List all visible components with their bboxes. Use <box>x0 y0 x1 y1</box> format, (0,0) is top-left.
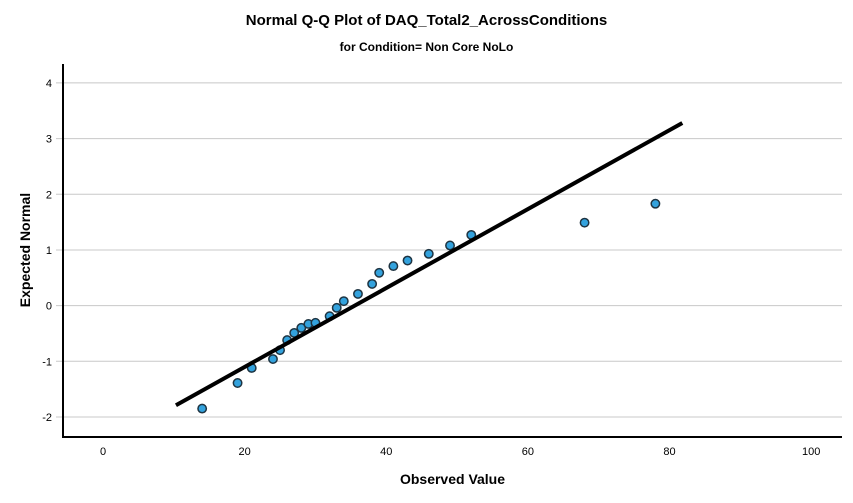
data-point <box>423 248 434 259</box>
data-point <box>650 198 661 209</box>
y-tick-label: 0 <box>46 301 52 313</box>
x-tick-label: 40 <box>380 446 392 458</box>
data-point <box>197 403 208 414</box>
x-tick-label: 80 <box>663 446 675 458</box>
data-point <box>367 278 378 289</box>
data-point <box>338 296 349 307</box>
data-point <box>353 288 363 299</box>
chart-subtitle: for Condition= Non Core NoLo <box>339 40 514 54</box>
x-tick-label: 20 <box>239 446 251 458</box>
y-tick-label: 2 <box>46 189 52 201</box>
y-tick-label: 3 <box>46 134 52 146</box>
data-point <box>268 354 278 365</box>
data-point <box>374 267 385 278</box>
x-tick-label: 100 <box>802 446 820 458</box>
data-point <box>331 302 342 313</box>
data-point <box>232 378 243 388</box>
y-tick-label: -1 <box>42 356 52 368</box>
y-tick-label: 1 <box>46 245 52 257</box>
data-point <box>388 261 399 272</box>
chart-title: Normal Q-Q Plot of DAQ_Total2_AcrossCond… <box>245 12 608 29</box>
y-tick-label: 4 <box>46 78 52 90</box>
x-axis-label: Observed Value <box>399 471 506 487</box>
x-tick-label: 0 <box>100 446 106 458</box>
data-point <box>402 255 413 266</box>
normal-reference-line <box>174 121 684 408</box>
y-tick-label: -2 <box>42 412 52 424</box>
data-point <box>579 217 590 228</box>
data-point <box>445 240 455 251</box>
x-tick-label: 60 <box>522 446 534 458</box>
